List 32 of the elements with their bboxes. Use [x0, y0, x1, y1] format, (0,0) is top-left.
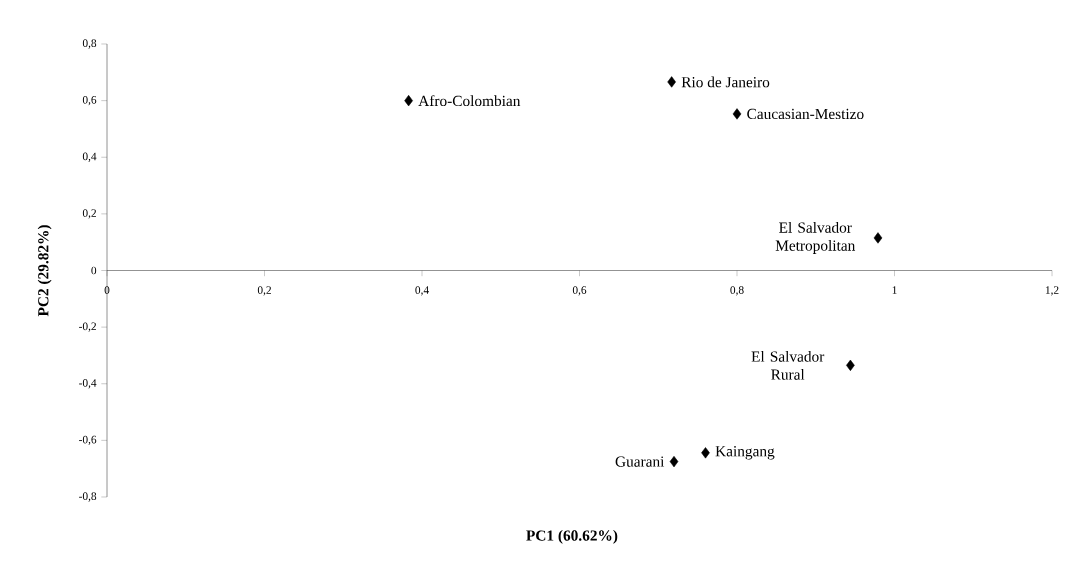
x-axis-title: PC1 (60.62%) — [526, 529, 618, 544]
y-tick-label: 0,8 — [82, 39, 97, 49]
annotation: Caucasian-Mestizo — [747, 108, 864, 120]
x-tick-label: 0,2 — [257, 286, 271, 296]
point — [846, 359, 855, 371]
annotation: El Salvador Metropolitan — [775, 221, 856, 254]
point — [701, 447, 710, 459]
x-tick-label: 0,8 — [730, 286, 744, 296]
point — [873, 232, 883, 244]
annotation: Rio de Janeiro — [681, 76, 770, 88]
y-tick-label: 0,6 — [82, 95, 97, 106]
x-tick-label: 1 — [892, 286, 897, 294]
annotation: Afro-Colombian — [418, 95, 521, 107]
annotation: Guarani — [615, 456, 665, 467]
point — [404, 95, 413, 107]
point — [667, 76, 676, 88]
point — [732, 108, 742, 120]
point — [669, 456, 679, 468]
x-tick-label: 0,4 — [415, 286, 429, 296]
x-tick-label: 1,2 — [1045, 286, 1059, 296]
y-axis-title: PC2 (29.82%) — [37, 225, 52, 317]
x-tick-label: 0 — [104, 286, 110, 294]
y-tick-label: -0,4 — [79, 379, 97, 389]
y-tick-label: -0,8 — [79, 492, 97, 502]
annotation: Kaingang — [715, 446, 775, 460]
y-tick-label: -0,6 — [79, 435, 97, 446]
y-tick-label: 0 — [91, 266, 97, 275]
y-tick-label: -0,2 — [79, 322, 96, 332]
annotation: El Salvador Rural — [751, 350, 825, 380]
x-tick-label: 0,6 — [572, 286, 587, 296]
y-tick-label: 0,2 — [82, 209, 96, 219]
y-tick-label: 0,4 — [82, 152, 97, 162]
